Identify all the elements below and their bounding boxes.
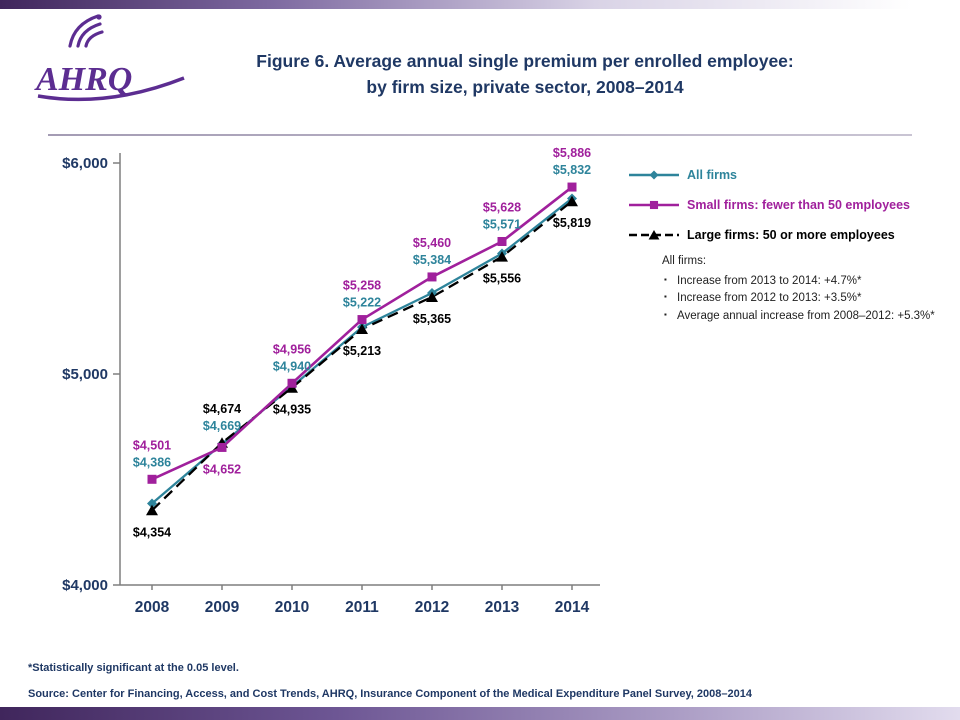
annotation-bullet: Increase from 2012 to 2013: +3.5%* [662,291,936,307]
svg-text:$4,669: $4,669 [203,419,241,433]
page-title: Figure 6. Average annual single premium … [175,48,875,101]
title-line-2: by firm size, private sector, 2008–2014 [366,77,684,98]
legend-line-large-firms [629,230,679,240]
legend-line-all-firms [629,170,679,180]
legend-item-small-firms: Small firms: fewer than 50 employees [628,190,910,220]
svg-text:$5,365: $5,365 [413,312,451,326]
ahrq-logo-graphic: AHRQ [34,14,185,102]
y-tick-labels: $4,000 $5,000 $6,000 [62,155,108,594]
title-line-1: Figure 6. Average annual single premium … [256,51,794,71]
svg-text:$5,556: $5,556 [483,272,521,286]
legend-label-large-firms: Large firms: 50 or more employees [687,228,895,242]
svg-text:$4,674: $4,674 [203,402,241,416]
svg-text:$5,832: $5,832 [553,163,591,177]
hhs-eagle-icon [68,14,104,48]
svg-text:$4,501: $4,501 [133,438,171,452]
svg-text:$4,000: $4,000 [62,577,108,594]
svg-text:$5,000: $5,000 [62,366,108,383]
svg-text:2013: 2013 [485,599,520,616]
legend-item-large-firms: Large firms: 50 or more employees [628,220,910,250]
svg-text:2009: 2009 [205,599,240,616]
chart-legend: All firms Small firms: fewer than 50 emp… [628,160,910,250]
svg-text:$4,652: $4,652 [203,462,241,476]
ahrq-logo-text: AHRQ [34,61,132,98]
axes [113,153,600,590]
svg-text:$4,956: $4,956 [273,342,311,356]
title-divider [48,134,912,136]
legend-item-all-firms: All firms [628,160,910,190]
series-markers-2 [146,195,578,516]
svg-text:2011: 2011 [345,599,379,616]
svg-text:$4,354: $4,354 [133,525,171,539]
series-markers-1 [147,182,577,484]
svg-text:$4,940: $4,940 [273,359,311,373]
data-labels: $4,501 $4,386 $4,354 $4,674 $4,669 $4,652 $4,9… [133,146,591,539]
svg-text:$5,222: $5,222 [343,296,381,310]
svg-text:2010: 2010 [275,599,309,616]
svg-text:$4,386: $4,386 [133,455,171,469]
source-line: Source: Center for Financing, Access, an… [28,688,752,700]
annotation-bullet: Increase from 2013 to 2014: +4.7%* [662,274,936,290]
svg-text:$4,935: $4,935 [273,403,311,417]
svg-text:2014: 2014 [555,599,590,616]
svg-text:$5,258: $5,258 [343,279,381,293]
ahrq-logo: AHRQ [34,8,190,112]
svg-text:2008: 2008 [135,599,170,616]
svg-text:$5,384: $5,384 [413,253,451,267]
svg-text:$5,819: $5,819 [553,216,591,230]
svg-text:2012: 2012 [415,599,449,616]
top-gradient-bar [0,0,960,9]
statistical-footnote: *Statistically significant at the 0.05 l… [28,662,239,674]
svg-text:$6,000: $6,000 [62,155,108,172]
legend-label-all-firms: All firms [687,168,738,182]
svg-text:$5,628: $5,628 [483,200,521,214]
annotation-bullet: Average annual increase from 2008–2012: … [662,309,936,325]
annotation-bullet-list: Increase from 2013 to 2014: +4.7%* Incre… [662,274,936,325]
annotation-heading: All firms: [662,255,707,267]
legend-label-small-firms: Small firms: fewer than 50 employees [687,198,911,212]
svg-text:$5,213: $5,213 [343,344,381,358]
svg-text:$5,886: $5,886 [553,146,591,160]
x-tick-labels: 2008 2009 2010 2011 2012 2013 2014 [135,599,590,616]
all-firms-annotation: All firms: Increase from 2013 to 2014: +… [662,254,936,326]
logo-swoosh [37,76,185,102]
bottom-gradient-bar [0,707,960,720]
legend-line-small-firms [629,200,679,210]
svg-text:$5,460: $5,460 [413,236,451,250]
svg-text:$5,571: $5,571 [483,217,521,231]
